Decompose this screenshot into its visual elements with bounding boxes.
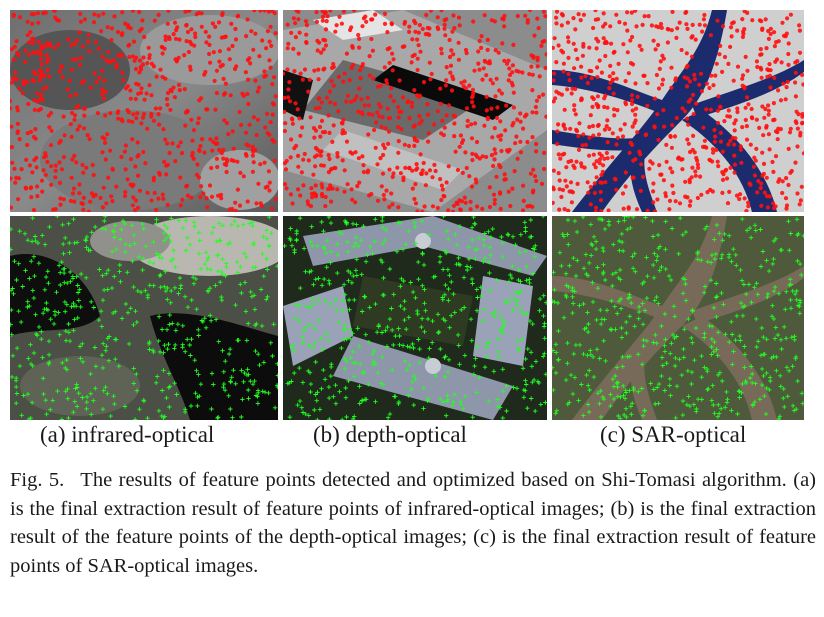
optical-image-panel-b <box>283 216 547 420</box>
red-feature-points <box>552 10 804 212</box>
infrared-image-panel <box>10 10 278 212</box>
red-feature-points <box>283 10 547 212</box>
red-feature-points <box>10 10 278 212</box>
green-feature-points <box>10 216 278 420</box>
figure-caption: Fig. 5. The results of feature points det… <box>10 466 816 580</box>
figure-grid <box>10 10 804 420</box>
green-feature-points <box>552 216 804 420</box>
figure-label: Fig. 5. <box>10 469 65 491</box>
subcaption-infrared-optical: (a) infrared-optical <box>40 422 215 447</box>
sar-image-panel <box>552 10 804 212</box>
depth-image-panel <box>283 10 547 212</box>
subcaption-depth-optical: (b) depth-optical <box>313 422 467 447</box>
optical-image-panel-a <box>10 216 278 420</box>
subcaption-sar-optical: (c) SAR-optical <box>600 422 747 447</box>
optical-image-panel-c <box>552 216 804 420</box>
green-feature-points <box>283 216 547 420</box>
caption-text: The results of feature points detected a… <box>10 469 816 577</box>
